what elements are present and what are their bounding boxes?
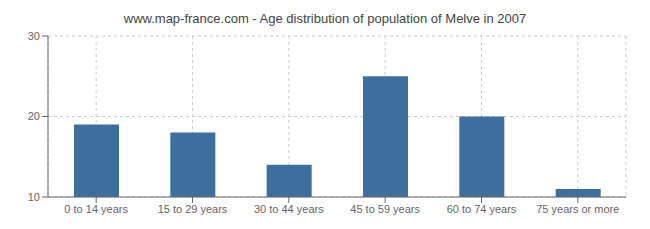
svg-text:75 years or more: 75 years or more <box>536 203 619 215</box>
svg-text:20: 20 <box>28 110 40 122</box>
svg-text:30 to 44 years: 30 to 44 years <box>254 203 324 215</box>
svg-text:60 to 74 years: 60 to 74 years <box>447 203 517 215</box>
svg-text:45 to 59 years: 45 to 59 years <box>350 203 420 215</box>
svg-text:0 to 14 years: 0 to 14 years <box>64 203 128 215</box>
svg-text:30: 30 <box>28 30 40 42</box>
html-text:www.map-france.com - Age distr: www.map-france.com - Age distribution of… <box>123 11 527 26</box>
svg-text:15 to 29 years: 15 to 29 years <box>158 203 228 215</box>
svg-text:10: 10 <box>28 191 40 203</box>
